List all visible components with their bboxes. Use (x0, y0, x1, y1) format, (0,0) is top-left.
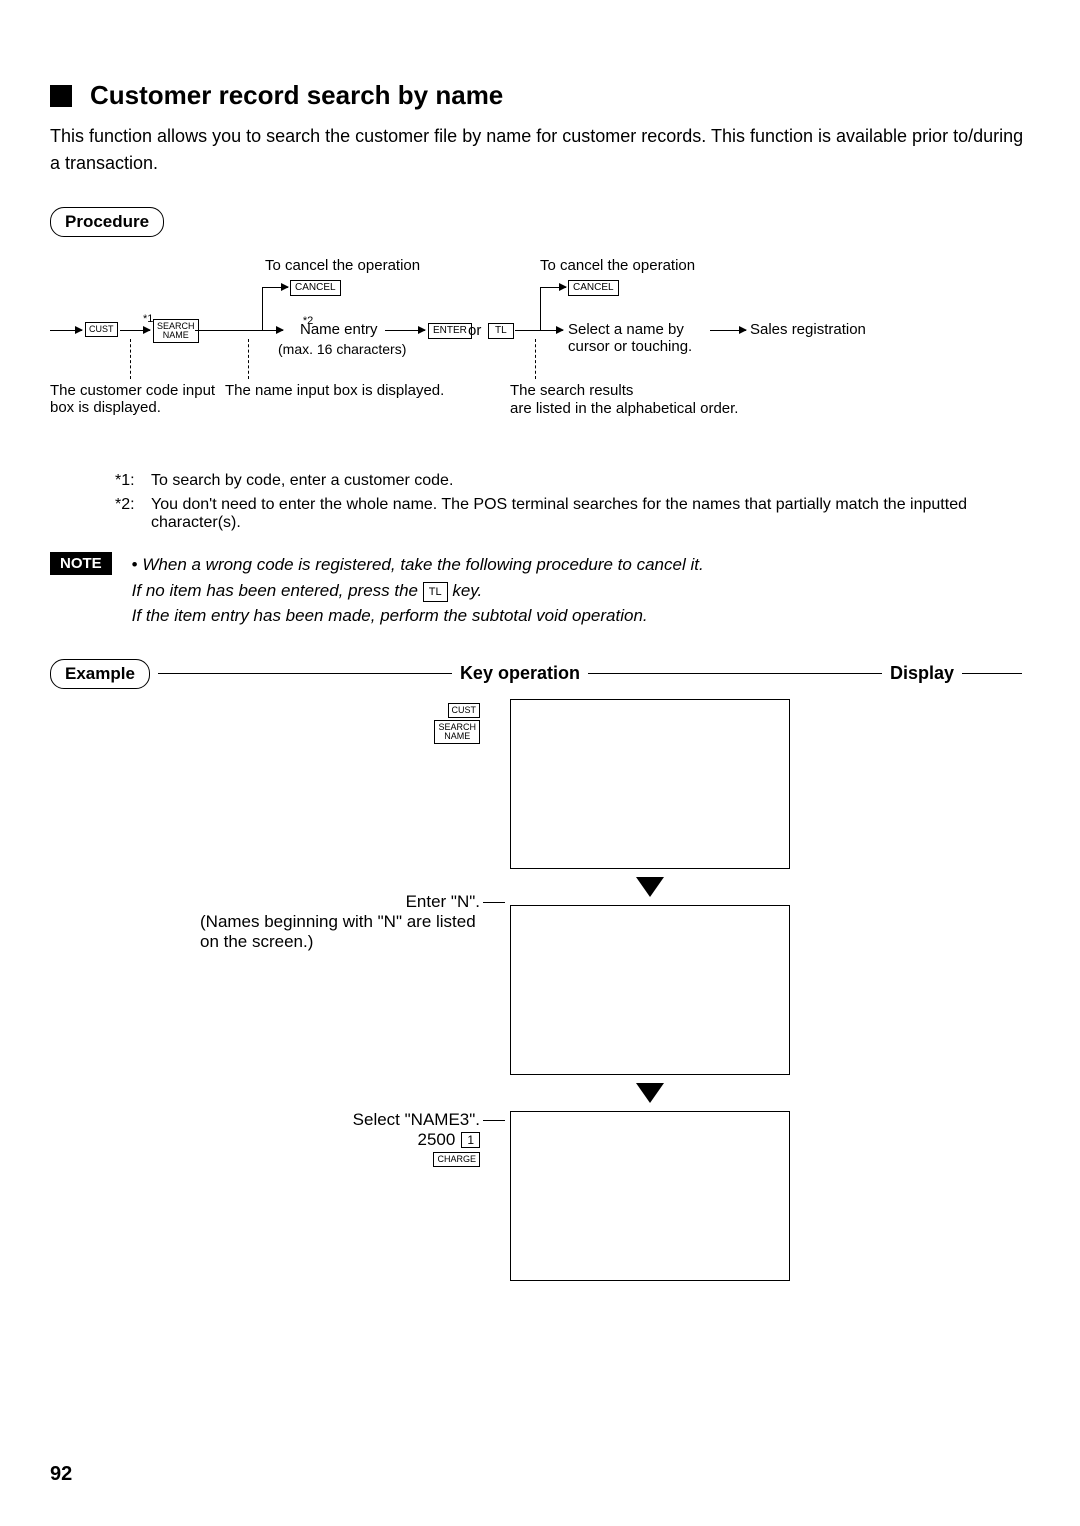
searchname-key-step1: SEARCH NAME (434, 720, 480, 744)
sales-reg-label: Sales registration (750, 321, 866, 338)
name-box-caption: The name input box is displayed. (225, 382, 444, 399)
select-name-label: Select a name by cursor or touching. (568, 321, 718, 355)
arrow (120, 330, 150, 331)
step2-text: Enter "N". (406, 892, 480, 912)
dash-line (130, 339, 131, 379)
or-label: or (468, 322, 481, 339)
tl-key-inline: TL (423, 582, 448, 603)
arrow (50, 330, 82, 331)
name-entry-label: Name entry (300, 321, 378, 338)
hr (962, 673, 1022, 674)
fn1-label: *1: (115, 472, 143, 490)
display-box-2 (510, 905, 790, 1075)
hr (158, 673, 452, 674)
dash-line (535, 339, 536, 379)
search-name-key: SEARCH NAME (153, 319, 199, 343)
search-results-caption1: The search results (510, 382, 633, 399)
display-column (510, 699, 790, 1281)
key-operation-column: CUST SEARCH NAME Enter "N". (Names begin… (50, 699, 480, 1281)
note-body: • When a wrong code is registered, take … (132, 552, 704, 629)
procedure-label: Procedure (50, 207, 164, 237)
tl-key: TL (488, 323, 514, 339)
arrow (385, 330, 425, 331)
footnotes: *1: To search by code, enter a customer … (115, 472, 1030, 532)
step2-sub: (Names beginning with "N" are listed on … (200, 912, 480, 952)
note-badge: NOTE (50, 552, 112, 575)
dash-line (248, 339, 249, 379)
cust-key: CUST (85, 322, 118, 337)
cancel-key-right: CANCEL (568, 280, 619, 296)
key-op-heading: Key operation (460, 663, 580, 684)
example-label: Example (50, 659, 150, 689)
arrow (262, 287, 288, 288)
cust-key-step1: CUST (448, 703, 481, 718)
footnote-sup-1: *1 (143, 313, 153, 325)
cancel-label-right: To cancel the operation (540, 257, 695, 274)
key-1: 1 (461, 1132, 480, 1148)
arrow (515, 330, 563, 331)
fn2-text: You don't need to enter the whole name. … (151, 496, 1030, 532)
page-number: 92 (50, 1463, 72, 1486)
procedure-diagram: To cancel the operation To cancel the op… (50, 247, 1030, 447)
step3-line1: Select "NAME3". (353, 1110, 480, 1130)
step3-amount: 2500 (417, 1130, 455, 1150)
cancel-key-left: CANCEL (290, 280, 341, 296)
line (540, 287, 541, 330)
name-entry-sub: (max. 16 characters) (278, 341, 406, 357)
down-arrow-icon (636, 1083, 664, 1103)
fn2-label: *2: (115, 496, 143, 532)
fn1-text: To search by code, enter a customer code… (151, 472, 453, 490)
intro-text: This function allows you to search the c… (50, 123, 1030, 177)
section-marker (50, 85, 72, 107)
line (262, 287, 263, 330)
cust-box-caption: The customer code input box is displayed… (50, 382, 220, 416)
section-title: Customer record search by name (90, 80, 503, 111)
display-box-1 (510, 699, 790, 869)
arrow (710, 330, 746, 331)
charge-key: CHARGE (433, 1152, 480, 1167)
hr (588, 673, 882, 674)
enter-key: ENTER (428, 323, 472, 339)
display-box-3 (510, 1111, 790, 1281)
search-results-caption2: are listed in the alphabetical order. (510, 400, 738, 417)
arrow (540, 287, 566, 288)
display-heading: Display (890, 663, 954, 684)
cancel-label-left: To cancel the operation (265, 257, 420, 274)
arrow (195, 330, 283, 331)
down-arrow-icon (636, 877, 664, 897)
